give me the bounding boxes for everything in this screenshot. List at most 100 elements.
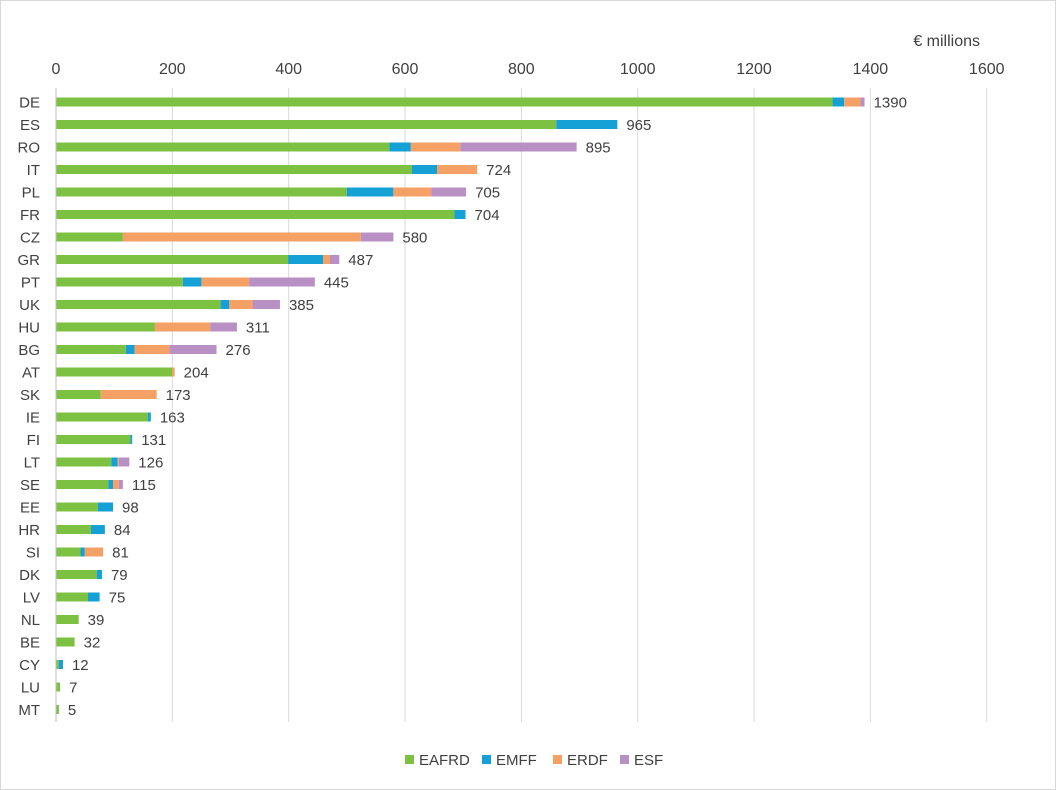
total-label: 705 (475, 185, 500, 202)
category-label: IE (26, 410, 40, 427)
x-tick-label: 400 (275, 61, 302, 78)
bar-segment-erdf (229, 300, 253, 309)
bar-segment-eafrd (56, 187, 347, 197)
bar-segment-eafrd (56, 367, 173, 377)
category-label: DE (19, 95, 40, 112)
category-label: UK (19, 297, 40, 314)
category-label: SE (20, 477, 40, 494)
total-label: 131 (141, 432, 166, 449)
legend-swatch-eafrd (405, 755, 414, 764)
legend-label-esf: ESF (634, 752, 663, 769)
category-label: CZ (20, 230, 40, 247)
bar-segment-esf (249, 277, 315, 287)
total-label: 204 (184, 365, 209, 382)
bar-segment-eafrd (56, 682, 61, 692)
bar-segment-emff (220, 300, 230, 309)
total-label: 311 (246, 320, 270, 337)
bar-segment-erdf (113, 480, 119, 489)
total-label: 126 (138, 455, 163, 472)
bar-segment-emff (111, 457, 118, 467)
x-axis-ticks: 0 200 400 600 800 1000 1200 1400 1600 (52, 61, 1005, 78)
category-label: DK (19, 567, 40, 584)
bar-segment-eafrd (56, 637, 75, 647)
total-label: 12 (72, 657, 89, 674)
total-label: 445 (324, 275, 349, 292)
bar-segment-emff (87, 592, 100, 602)
total-label: 7 (69, 680, 77, 697)
x-tick-label: 1600 (969, 61, 1005, 78)
category-label: HU (18, 320, 40, 337)
bar-segment-eafrd (56, 502, 98, 512)
x-tick-label: 600 (392, 61, 419, 78)
bar-segment-emff (832, 97, 845, 107)
total-label: 965 (626, 117, 651, 134)
bar-segment-eafrd (56, 615, 79, 624)
legend-swatch-esf (620, 755, 629, 764)
total-label: 5 (68, 702, 76, 719)
total-label: 32 (84, 635, 101, 652)
total-label: 1390 (874, 95, 907, 112)
total-label: 39 (88, 612, 105, 629)
total-label: 385 (289, 297, 314, 314)
category-label: NL (21, 612, 40, 629)
bar-segment-esf (431, 187, 467, 197)
bar-segment-erdf (84, 547, 104, 557)
bar-segment-emff (182, 277, 202, 287)
bar-segment-eafrd (56, 525, 91, 534)
bar-segment-esf (360, 232, 394, 242)
total-label: 704 (475, 207, 500, 224)
bar-segment-emff (58, 660, 63, 669)
total-labels: 1390 965 895 724 705 704 580 487 445 385 311 276 204… (68, 95, 907, 720)
category-label: BE (20, 635, 40, 652)
bar-segment-emff (556, 120, 618, 129)
total-label: 81 (112, 545, 129, 562)
x-tick-label: 0 (52, 61, 61, 78)
bar-segment-esf (118, 480, 123, 489)
bar-segment-eafrd (56, 345, 126, 354)
bar-segment-erdf (410, 142, 461, 152)
category-label: SI (26, 545, 40, 562)
bar-segment-erdf (437, 165, 478, 174)
total-label: 98 (122, 500, 139, 517)
gridlines (171, 88, 988, 722)
x-tick-label: 1000 (620, 61, 656, 78)
bar-segment-eafrd (56, 255, 289, 264)
bar-segment-esf (169, 345, 217, 354)
bar-segment-erdf (323, 255, 330, 264)
legend-label-erdf: ERDF (567, 752, 608, 769)
category-label: BG (18, 342, 40, 359)
legend-label-emff: EMFF (496, 752, 537, 769)
total-label: 173 (166, 387, 191, 404)
category-label: LV (23, 590, 40, 607)
bar-segment-eafrd (56, 232, 123, 242)
bar-segment-esf (329, 255, 340, 264)
bar-segment-eafrd (56, 480, 109, 489)
bar-segment-esf (210, 322, 237, 332)
total-label: 84 (114, 522, 131, 539)
bar-segment-esf (460, 142, 577, 152)
category-label: HR (18, 522, 40, 539)
bar-segment-emff (346, 187, 394, 197)
bar-segment-eafrd (56, 660, 59, 669)
bar-segment-esf (118, 457, 130, 467)
bar-segment-emff (454, 210, 466, 219)
bar-segment-erdf (393, 187, 432, 197)
bars (56, 97, 865, 714)
bar-segment-eafrd (56, 322, 155, 332)
bar-segment-emff (147, 412, 151, 422)
bar-segment-eafrd (56, 435, 131, 444)
bar-segment-emff (389, 142, 411, 152)
category-label: LT (24, 455, 40, 472)
bar-segment-emff (288, 255, 324, 264)
unit-label: € millions (913, 33, 980, 50)
bar-segment-eafrd (56, 705, 59, 714)
category-label: PL (22, 185, 40, 202)
bar-segment-emff (108, 480, 114, 489)
bar-segment-esf (252, 300, 280, 309)
category-label: IT (27, 162, 40, 179)
total-label: 580 (402, 230, 427, 247)
category-label: GR (18, 252, 41, 269)
legend-label-eafrd: EAFRD (419, 752, 470, 769)
bar-segment-eafrd (56, 592, 88, 602)
